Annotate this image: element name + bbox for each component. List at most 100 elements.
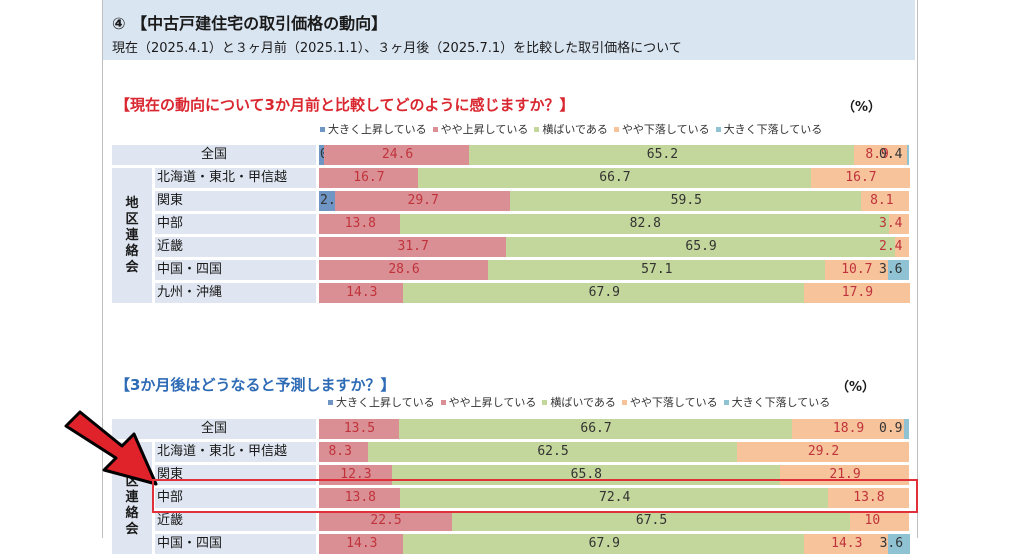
- data-label: 62.5: [537, 444, 569, 459]
- bar-segment: [319, 214, 401, 234]
- category-label: 近畿: [155, 237, 316, 257]
- data-label: 13.8: [344, 216, 377, 231]
- category-label: 北海道・東北・甲信越: [155, 442, 316, 462]
- data-label: 8.9: [865, 147, 889, 162]
- group-label-char: 連: [125, 227, 139, 243]
- bar-segment: [887, 260, 909, 280]
- data-label: 3.4: [879, 216, 903, 231]
- bar-segment: [398, 419, 793, 439]
- section-header: [103, 0, 915, 60]
- bar-segment: [319, 488, 401, 508]
- chart1-title: 【現在の動向について3か月前と比較してどのように感じますか？】: [115, 96, 575, 114]
- bar-segment: [888, 214, 909, 234]
- data-label: 8.1: [870, 193, 894, 208]
- stacked-bar: 31.7 65.9 2.4: [319, 237, 909, 257]
- bar-segment: [367, 442, 737, 462]
- bar-segment: [803, 283, 910, 303]
- data-label: 14.3: [346, 536, 378, 551]
- data-label: 65.2: [646, 147, 679, 162]
- legend-swatch: [432, 126, 438, 132]
- data-label: 13.8: [853, 490, 885, 505]
- data-label: 67.9: [588, 536, 620, 551]
- legend-label: やや上昇している: [448, 396, 537, 409]
- bar-segment: [319, 191, 335, 211]
- data-label: 67.9: [588, 285, 620, 300]
- bar-segment: [903, 419, 909, 439]
- pointer-arrow-icon: [64, 410, 158, 486]
- chart1-unit: （%）: [842, 100, 882, 115]
- legend-label: 大きく下落している: [723, 123, 823, 136]
- legend-swatch: [542, 399, 548, 405]
- bar-segment: [506, 237, 895, 257]
- category-label: 全国: [112, 419, 316, 439]
- category-label: 関東: [155, 191, 316, 211]
- data-label: 0.9: [879, 421, 903, 436]
- data-label: 13.8: [344, 490, 377, 505]
- data-label: 66.7: [580, 421, 612, 436]
- data-label: 59.5: [670, 193, 702, 208]
- data-label: 57.1: [641, 262, 673, 277]
- data-label: 3.6: [879, 536, 904, 551]
- data-label: 17.9: [841, 285, 874, 300]
- bar-segment: [906, 145, 909, 165]
- data-label: 0.4: [879, 147, 903, 162]
- category-label: 全国: [112, 145, 316, 165]
- stacked-bar: 14.3 67.9 14.3 3.6: [319, 534, 910, 554]
- legend-item: 横ばいである: [542, 394, 616, 410]
- category-label: 中部: [155, 214, 316, 234]
- data-label: 2.4: [879, 239, 903, 254]
- stacked-bar: 14.3 67.9 17.9: [319, 283, 910, 303]
- legend-item: 大きく下落している: [723, 394, 831, 410]
- bar-segment: [894, 237, 909, 257]
- bar-segment: [324, 145, 470, 165]
- data-label: 31.7: [397, 239, 429, 254]
- data-label: 82.8: [629, 216, 661, 231]
- bar-segment: [736, 442, 909, 462]
- group-label-char: 会: [125, 522, 139, 537]
- group-label-char: 絡: [125, 243, 139, 259]
- legend-item: 横ばいである: [534, 121, 608, 137]
- bar-segment: [792, 419, 904, 439]
- data-label: 22.5: [370, 513, 402, 528]
- data-label: 29.2: [807, 444, 840, 459]
- bar-segment: [319, 419, 399, 439]
- category-label: 北海道・東北・甲信越: [155, 168, 316, 188]
- stacked-bar: 13.5 66.7 18.9 0.9: [319, 419, 909, 439]
- data-label: 3.6: [879, 262, 903, 277]
- data-label: 65.9: [685, 239, 717, 254]
- bar-segment: [319, 237, 507, 257]
- legend-swatch: [328, 399, 333, 405]
- group-label-char: 地: [125, 195, 139, 211]
- highlight-box-chubu: [152, 479, 918, 513]
- bar-segment: [854, 145, 907, 165]
- data-label: 13.5: [343, 421, 376, 436]
- legend-label: 横ばいである: [550, 396, 616, 409]
- data-label: 18.9: [832, 421, 865, 436]
- bar-segment: [827, 488, 909, 508]
- bar-segment: [400, 214, 889, 234]
- data-label: 72.4: [599, 490, 631, 505]
- bar-segment: [824, 260, 888, 280]
- legend-swatch: [621, 399, 627, 405]
- bar-segment: [861, 191, 909, 211]
- legend-swatch: [534, 126, 540, 132]
- group-label-char: 連: [125, 490, 139, 505]
- data-label: 14.3: [346, 285, 378, 300]
- chart1-legend: 大きく上昇している やや上昇している 横ばいである やや下落している 大きく下落している: [320, 122, 828, 136]
- legend-label: やや上昇している: [440, 123, 529, 136]
- category-label: 九州・沖縄: [155, 283, 316, 303]
- bar-segment: [487, 260, 825, 280]
- chart2-legend: 大きく上昇している やや上昇している 横ばいである やや下落している 大きく下落している: [328, 395, 836, 409]
- stacked-bar: 28.6 57.1 10.7 3.6: [319, 260, 909, 280]
- bar-segment: [319, 511, 452, 531]
- category-label: 中国・四国: [155, 260, 316, 280]
- stacked-bar: 16.7 66.7 16.7: [319, 168, 910, 188]
- legend-item: やや上昇している: [432, 121, 529, 137]
- bar-segment: [334, 191, 511, 211]
- legend-label: 横ばいである: [542, 123, 608, 136]
- legend-label: 大きく下落している: [731, 396, 831, 409]
- legend-swatch: [715, 126, 721, 132]
- legend-item: 大きく上昇している: [320, 121, 427, 137]
- legend-swatch: [723, 399, 729, 405]
- legend-swatch: [320, 126, 325, 132]
